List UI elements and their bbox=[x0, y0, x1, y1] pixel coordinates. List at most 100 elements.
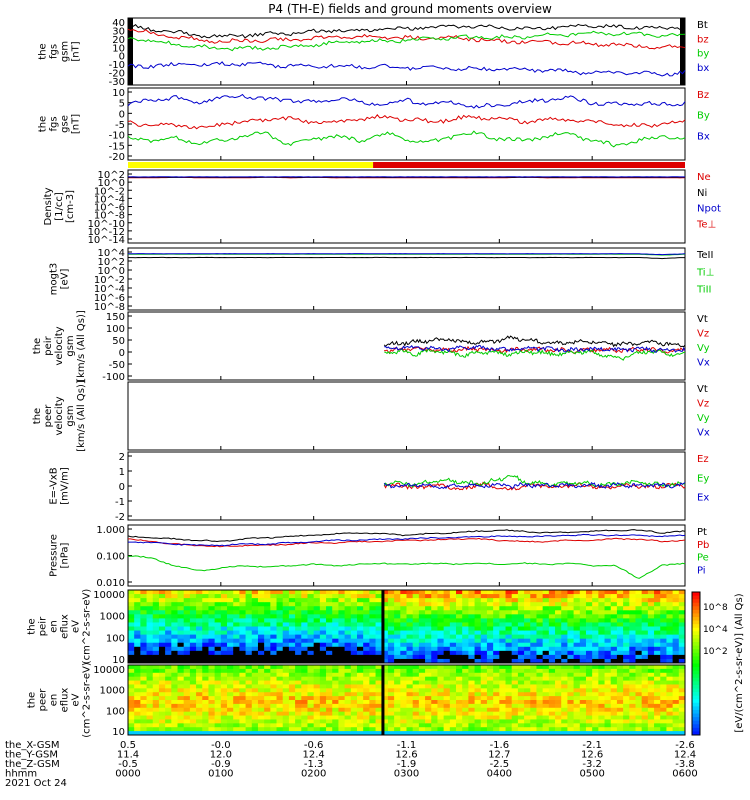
heatmap-cell bbox=[604, 719, 612, 724]
heatmap-cell bbox=[474, 711, 482, 717]
footer-value: 0600 bbox=[672, 769, 697, 780]
heatmap-cell bbox=[555, 700, 562, 705]
heatmap-cell bbox=[375, 618, 383, 623]
heatmap-cell bbox=[202, 594, 209, 599]
heatmap-cell bbox=[505, 688, 513, 693]
heatmap-cell bbox=[134, 684, 141, 689]
heatmap-cell bbox=[214, 610, 222, 615]
heatmap-cell bbox=[592, 719, 599, 724]
heatmap-cell bbox=[282, 598, 290, 603]
heatmap-cell bbox=[517, 626, 525, 632]
heatmap-cell bbox=[555, 658, 562, 664]
heatmap-cell bbox=[493, 642, 500, 648]
heatmap-cell bbox=[387, 727, 395, 732]
heatmap-cell bbox=[598, 638, 606, 644]
colorbar-step bbox=[692, 642, 700, 647]
heatmap-cell bbox=[394, 590, 401, 595]
heatmap-cell bbox=[604, 707, 612, 713]
heatmap-cell bbox=[604, 650, 612, 656]
heatmap-cell bbox=[400, 700, 407, 705]
heatmap-cell bbox=[561, 711, 568, 717]
heatmap-cell bbox=[196, 658, 203, 664]
heatmap-cell bbox=[239, 614, 247, 619]
heatmap-cell bbox=[654, 680, 661, 685]
y-axis-label: (cm^2-s-sr-eV) bbox=[82, 662, 93, 738]
heatmap-cell bbox=[245, 696, 253, 701]
heatmap-cell bbox=[647, 727, 655, 732]
heatmap-cell bbox=[474, 700, 482, 705]
heatmap-cell bbox=[332, 719, 339, 724]
heatmap-cell bbox=[406, 696, 414, 701]
heatmap-cell bbox=[313, 723, 321, 728]
heatmap-cell bbox=[208, 658, 216, 664]
heatmap-cell bbox=[363, 646, 370, 652]
heatmap-cell bbox=[313, 668, 321, 674]
heatmap-cell bbox=[350, 618, 358, 623]
heatmap-cell bbox=[220, 676, 228, 682]
heatmap-cell bbox=[474, 680, 482, 685]
heatmap-cell bbox=[598, 676, 606, 682]
heatmap-cell bbox=[189, 626, 197, 632]
colorbar-step bbox=[692, 674, 700, 679]
heatmap-cell bbox=[183, 590, 191, 595]
y-tick-label: 10^0 bbox=[98, 178, 125, 189]
heatmap-cell bbox=[555, 650, 562, 656]
heatmap-cell bbox=[505, 700, 513, 705]
heatmap-cell bbox=[641, 590, 649, 595]
heatmap-cell bbox=[158, 614, 166, 619]
heatmap-cell bbox=[542, 606, 550, 611]
panel-5: the peir velocity gsm [km/s (All Qs)] 1501005… bbox=[32, 310, 710, 383]
heatmap-cell bbox=[623, 658, 630, 664]
heatmap-cell bbox=[394, 700, 401, 705]
heatmap-cell bbox=[536, 688, 544, 693]
heatmap-cell bbox=[134, 610, 141, 615]
heatmap-cell bbox=[134, 696, 141, 701]
heatmap-cell bbox=[363, 622, 370, 627]
heatmap-cell bbox=[672, 646, 680, 652]
heatmap-cell bbox=[635, 672, 643, 678]
heatmap-cell bbox=[530, 723, 537, 728]
heatmap-cell bbox=[610, 731, 618, 736]
heatmap-cell bbox=[517, 602, 525, 607]
heatmap-cell bbox=[288, 719, 296, 724]
heatmap-cell bbox=[227, 719, 234, 724]
heatmap-cell bbox=[561, 598, 568, 603]
heatmap-cell bbox=[233, 646, 240, 652]
heatmap-cell bbox=[251, 688, 259, 693]
heatmap-cell bbox=[208, 719, 216, 724]
heatmap-cell bbox=[214, 672, 222, 678]
heatmap-cell bbox=[183, 654, 191, 660]
heatmap-cell bbox=[505, 634, 513, 640]
heatmap-cell bbox=[641, 650, 649, 656]
heatmap-cell bbox=[239, 700, 247, 705]
legend-entry: Ti⊥ bbox=[696, 267, 714, 278]
heatmap-cell bbox=[517, 715, 525, 720]
heatmap-cell bbox=[412, 688, 420, 693]
heatmap-cell bbox=[678, 723, 686, 728]
heatmap-cell bbox=[666, 692, 674, 697]
heatmap-cell bbox=[257, 676, 265, 682]
heatmap-cell bbox=[196, 598, 203, 603]
heatmap-cell bbox=[493, 711, 500, 717]
heatmap-cell bbox=[598, 618, 606, 623]
heatmap-cell bbox=[629, 654, 636, 660]
heatmap-cell bbox=[443, 723, 451, 728]
heatmap-cell bbox=[146, 672, 154, 678]
heatmap-cell bbox=[264, 707, 271, 713]
heatmap-cell bbox=[505, 638, 513, 644]
heatmap-cell bbox=[344, 707, 352, 713]
heatmap-cell bbox=[647, 642, 655, 648]
heatmap-cell bbox=[480, 723, 488, 728]
heatmap-cell bbox=[363, 688, 370, 693]
heatmap-cell bbox=[406, 665, 414, 670]
heatmap-cell bbox=[412, 622, 420, 627]
heatmap-cell bbox=[288, 650, 296, 656]
heatmap-cell bbox=[338, 692, 346, 697]
heatmap-cell bbox=[493, 723, 500, 728]
heatmap-cell bbox=[251, 665, 259, 670]
heatmap-cell bbox=[517, 594, 525, 599]
heatmap-cell bbox=[660, 715, 667, 720]
heatmap-cell bbox=[486, 715, 494, 720]
heatmap-cell bbox=[152, 594, 160, 599]
heatmap-cell bbox=[394, 642, 401, 648]
